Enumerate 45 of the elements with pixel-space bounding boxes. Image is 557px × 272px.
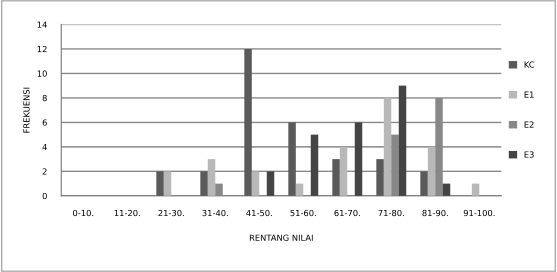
bar: [208, 159, 216, 196]
bar: [442, 184, 450, 196]
bar: [156, 171, 164, 196]
bar: [244, 48, 252, 196]
x-tick-label: 0-10.: [73, 210, 94, 216]
x-tick-label: 51-60.: [290, 210, 316, 216]
x-tick-label: 71-80.: [378, 210, 404, 216]
bar: [420, 171, 428, 196]
bar: [252, 171, 260, 196]
y-tick-label: 14: [38, 22, 47, 28]
y-tick-label: 2: [42, 168, 47, 175]
x-tick-label: 41-50.: [246, 210, 272, 216]
bar: [376, 159, 384, 196]
bar: [398, 86, 406, 196]
y-tick-label: 6: [42, 119, 47, 126]
y-tick-label: 8: [42, 94, 47, 102]
y-tick-label: 0: [42, 192, 47, 200]
x-tick-label: 61-70.: [334, 210, 360, 216]
bar: [296, 184, 304, 196]
x-tick-label: 91-100.: [464, 210, 494, 216]
x-tick-label: 31-40.: [202, 210, 228, 216]
bar: [340, 146, 348, 196]
bar: [472, 184, 480, 196]
y-axis-title: FREKUENSI: [23, 88, 30, 133]
bar: [391, 134, 399, 196]
y-tick-label: 12: [38, 46, 47, 52]
legend-label: E2: [524, 121, 534, 128]
bar: [310, 134, 318, 196]
legend-label: KC: [524, 61, 534, 68]
bar: [164, 171, 172, 196]
x-tick-label: 21-30.: [158, 210, 184, 216]
bar: [354, 122, 362, 196]
legend-label: E3: [524, 151, 534, 158]
bar: [266, 171, 274, 196]
bar: [200, 171, 208, 196]
x-tick-label: 81-90.: [422, 210, 448, 216]
y-tick-label: 4: [42, 144, 47, 150]
bar: [428, 146, 436, 196]
bar: [288, 122, 296, 196]
x-axis-title: RENTANG NILAI: [250, 234, 313, 241]
legend-label: E1: [524, 92, 534, 98]
y-tick-label: 10: [38, 70, 47, 77]
bar: [332, 159, 340, 196]
x-tick-label: 11-20.: [114, 210, 140, 216]
bar: [384, 98, 392, 196]
